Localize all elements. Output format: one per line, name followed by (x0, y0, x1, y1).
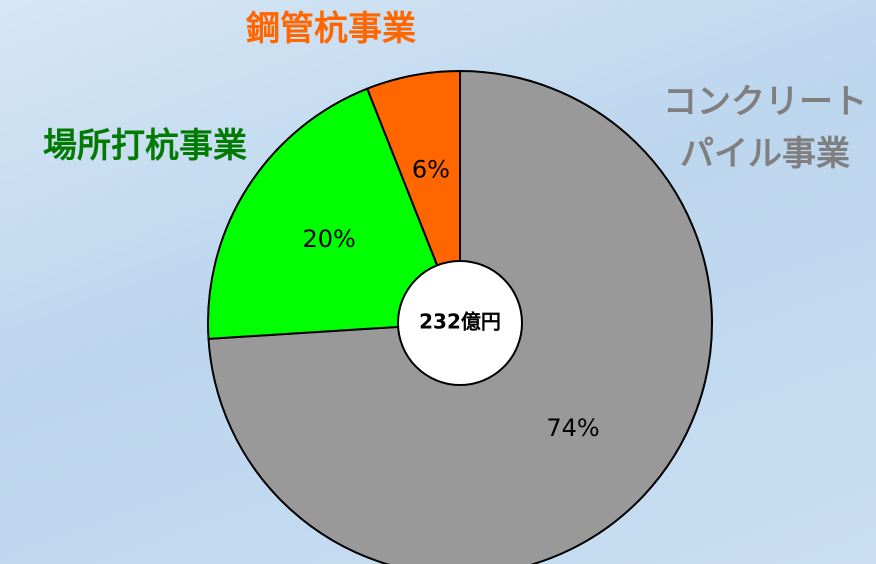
value-label: 6% (412, 156, 450, 184)
category-label: コンクリートパイル事業 (663, 82, 867, 174)
value-label: 74% (546, 414, 599, 442)
center-label: 232億円 (419, 310, 501, 334)
chart: 74% コンクリートパイル事業 20% 場所打杭事業 6% 鋼管杭事業 232億円 (0, 0, 876, 564)
value-label: 20% (302, 225, 355, 253)
category-label: 鋼管杭事業 (246, 9, 416, 49)
category-label: 場所打杭事業 (43, 126, 247, 166)
